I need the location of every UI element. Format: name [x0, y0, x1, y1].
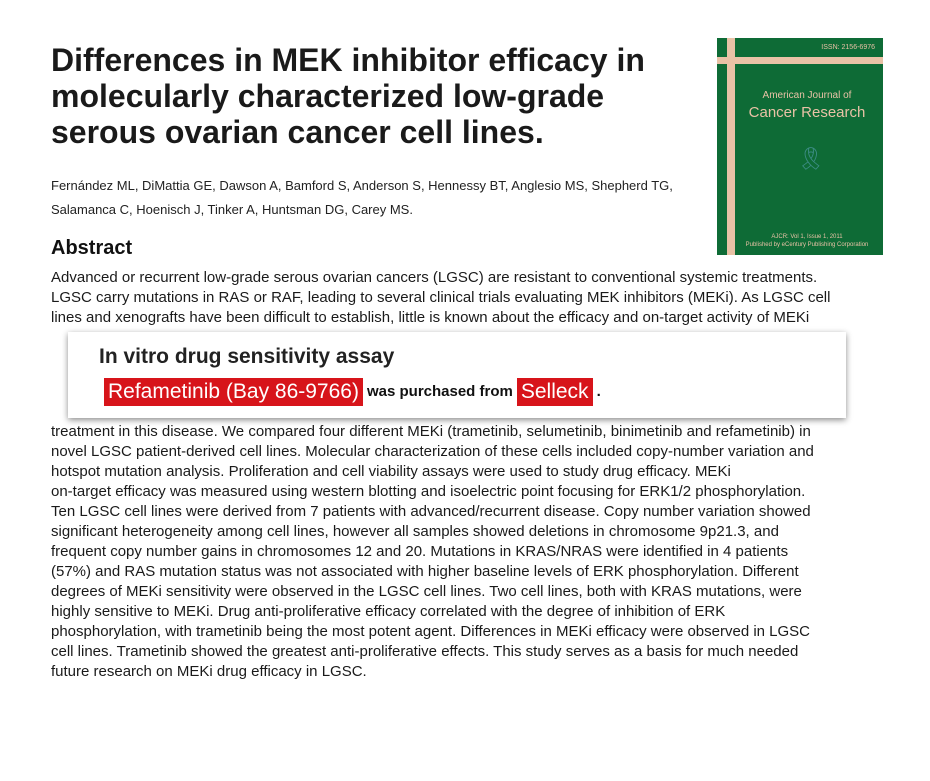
abstract-line: highly sensitive to MEKi. Drug anti-prol… [51, 603, 726, 620]
callout-title: In vitro drug sensitivity assay [99, 345, 395, 368]
abstract-line: frequent copy number gains in chromosome… [51, 543, 789, 560]
cover-journal-line1: American Journal of [762, 90, 852, 101]
abstract-heading: Abstract [51, 237, 133, 259]
cover-stripe [727, 38, 735, 255]
callout-box: In vitro drug sensitivity assay Refameti… [68, 332, 846, 418]
author-list: Fernández ML, DiMattia GE, Dawson A, Bam… [51, 178, 673, 217]
abstract-line: Advanced or recurrent low-grade serous o… [51, 269, 818, 286]
abstract-line: (57%) and RAS mutation status was not as… [51, 563, 799, 580]
article-column: Differences in MEK inhibitor efficacy in… [51, 42, 921, 682]
abstract-line: Ten LGSC cell lines were derived from 7 … [51, 503, 811, 520]
supplier-highlight: Selleck [516, 378, 593, 406]
abstract-line: lines and xenografts have been difficult… [51, 309, 810, 326]
cover-publisher: AJCR: Vol 1, Issue 1, 2011 Published by e… [717, 233, 883, 249]
cover-issue: AJCR: Vol 1, Issue 1, 2011 [771, 234, 843, 240]
cover-journal-line2: Cancer Research [748, 104, 866, 121]
abstract-line: cell lines. Trametinib showed the greate… [51, 643, 799, 660]
cover-issn: ISSN: 2156-6976 [821, 44, 875, 51]
ribbon-icon: 🎗 [797, 146, 825, 171]
abstract-line: on-target efficacy was measured using we… [51, 483, 806, 500]
abstract-line: LGSC carry mutations in RAS or RAF, lead… [51, 289, 831, 306]
abstract-line: treatment in this disease. We compared f… [51, 423, 811, 440]
abstract-line: degrees of MEKi sensitivity were observe… [51, 583, 802, 600]
abstract-text: Advanced or recurrent low-grade serous o… [51, 268, 911, 682]
callout-period: . [596, 383, 601, 400]
article-title: Differences in MEK inhibitor efficacy in… [51, 42, 645, 150]
abstract-line: significant heterogeneity among cell lin… [51, 523, 779, 540]
callout-line: Refametinib (Bay 86-9766) was purchased … [104, 378, 846, 406]
journal-cover: ISSN: 2156-6976 American Journal of Canc… [717, 38, 883, 255]
cover-publisher-name: Published by eCentury Publishing Corpora… [745, 242, 869, 248]
callout-text: was purchased from [366, 383, 513, 400]
cover-stripe [717, 57, 883, 64]
compound-highlight: Refametinib (Bay 86-9766) [104, 378, 363, 406]
abstract-line: novel LGSC patient-derived cell lines. M… [51, 443, 814, 460]
abstract-line: phosphorylation, with trametinib being t… [51, 623, 811, 640]
abstract-line: hotspot mutation analysis. Proliferation… [51, 463, 731, 480]
abstract-line: future research on MEKi drug efficacy in… [51, 663, 367, 680]
